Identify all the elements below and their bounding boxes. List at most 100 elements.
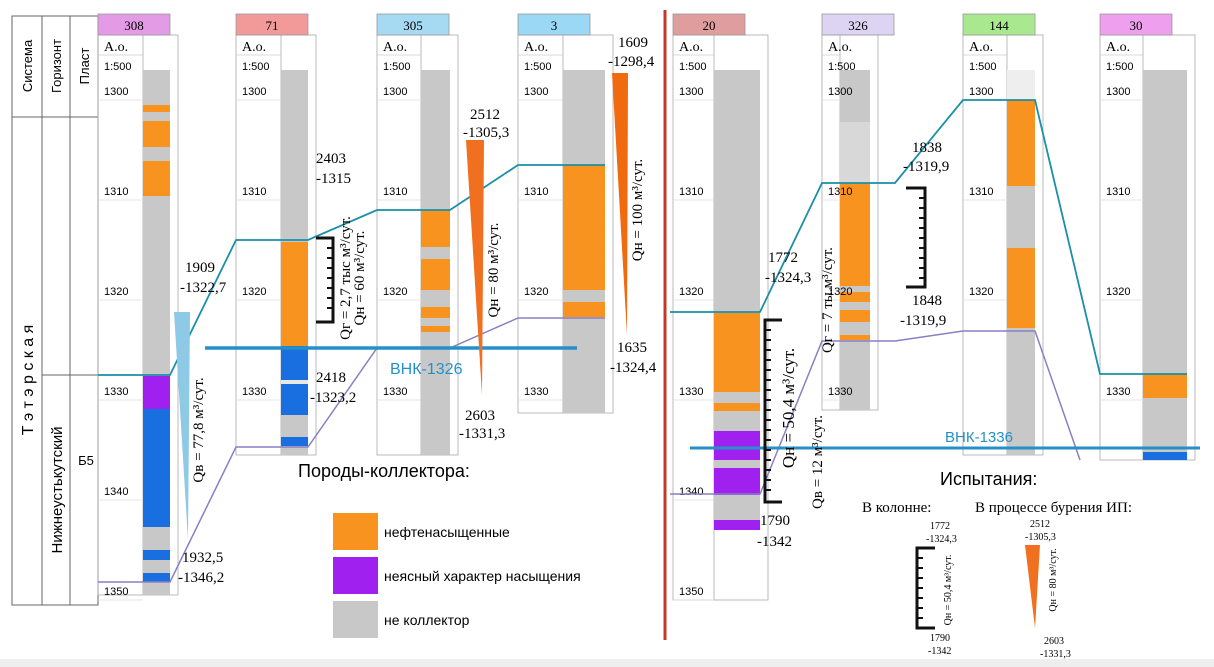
well-altitude: А.о. xyxy=(524,40,548,55)
test-brackets xyxy=(316,186,927,504)
drilling-bottom: 2603 xyxy=(1044,636,1064,647)
lithology-interval xyxy=(840,310,870,322)
depth-label: 1300 xyxy=(242,86,266,98)
depth-label: 1300 xyxy=(969,86,993,98)
lithology-interval xyxy=(421,290,450,307)
depth-label: 1320 xyxy=(383,286,407,298)
depth-label: 1310 xyxy=(679,186,703,198)
lithology-interval xyxy=(143,550,170,560)
well-header xyxy=(376,13,450,36)
tests-casing: В колонне: xyxy=(862,500,931,516)
well-header xyxy=(672,13,746,36)
depth-annotation: -1331,3 xyxy=(459,426,505,442)
lithology-interval xyxy=(840,183,870,286)
well-name: 20 xyxy=(703,18,716,33)
depth-label: 1330 xyxy=(383,386,407,398)
well-scale: 1:500 xyxy=(242,61,270,73)
legend: Породы-коллектора: нефтенасыщенные неясн… xyxy=(298,461,581,638)
lithology-interval xyxy=(563,317,605,413)
correlation-lines xyxy=(98,73,1200,583)
test-bracket xyxy=(316,236,335,324)
depth-annotation: -1298,4 xyxy=(608,54,655,70)
well-name: 71 xyxy=(266,18,279,33)
depth-label: 1310 xyxy=(104,186,128,198)
well-scale: 1:500 xyxy=(383,61,411,73)
depth-label: 1300 xyxy=(104,86,128,98)
well-header xyxy=(1099,13,1173,36)
well-header xyxy=(821,13,895,36)
lithology-interval xyxy=(1143,452,1187,460)
depth-annotation: -1315 xyxy=(316,171,351,187)
depth-label: 1300 xyxy=(524,86,548,98)
depth-label: 1350 xyxy=(104,586,128,598)
depth-label: 1310 xyxy=(242,186,266,198)
depth-label: 1350 xyxy=(679,586,703,598)
contact-label: ВНК-1326 xyxy=(390,361,463,378)
lithology-interval xyxy=(1007,100,1035,186)
depth-label: 1310 xyxy=(969,186,993,198)
well-name: 326 xyxy=(848,18,868,33)
drilling-triangle-example xyxy=(1025,545,1040,628)
lithology-interval xyxy=(143,376,170,409)
lithology-interval xyxy=(143,409,170,527)
depth-label: 1320 xyxy=(969,286,993,298)
casing-bottom: -1342 xyxy=(928,646,951,657)
horizon-name: Нижнеустькутский xyxy=(49,427,66,554)
line xyxy=(174,312,190,540)
well-altitude: А.о. xyxy=(104,40,128,55)
casing-top: 1772 xyxy=(930,521,950,532)
flow-rate: Qг = 7 ты.м³/сут. xyxy=(820,247,836,353)
system-name: Т э т э р с к а я xyxy=(20,325,37,435)
lithology-interval xyxy=(143,112,170,121)
depth-label: 1320 xyxy=(679,286,703,298)
annotations: 1909 -1322,7 1932,5 -1346,2 2403 -1315 2418 -13… xyxy=(178,35,1013,586)
line xyxy=(98,317,605,583)
depth-label: 1330 xyxy=(828,386,852,398)
lithology-interval xyxy=(563,290,605,302)
well-scale: 1:500 xyxy=(104,61,132,73)
lithology-interval xyxy=(143,527,170,550)
tests-title: Испытания: xyxy=(940,469,1037,489)
well-scale: 1:500 xyxy=(1106,61,1134,73)
lithology-interval xyxy=(714,468,760,495)
lithology-interval xyxy=(421,70,450,210)
lithology-interval xyxy=(1143,70,1187,374)
legend-item: неясный характер насыщения xyxy=(384,568,581,584)
lithology-interval xyxy=(421,259,450,290)
lithology-interval xyxy=(143,161,170,196)
depth-label: 1340 xyxy=(104,486,128,498)
drilling-top: 2512 xyxy=(1030,519,1050,530)
depth-annotation: 1909 xyxy=(185,260,215,276)
wells: 308А.о.1:50013001310132013301340135071А.… xyxy=(97,13,1196,601)
line xyxy=(670,99,1187,375)
lithology-interval xyxy=(714,460,760,468)
lithology-interval xyxy=(563,165,605,290)
lithology-interval xyxy=(143,560,170,573)
well-header xyxy=(235,13,309,36)
lithology-interval xyxy=(840,70,870,122)
layer-name: Б5 xyxy=(78,453,94,468)
depth-annotation: -1319,9 xyxy=(900,313,946,329)
depth-label: 1330 xyxy=(104,386,128,398)
lithology-interval xyxy=(143,196,170,376)
lithology-interval xyxy=(281,384,308,415)
depth-label: 1330 xyxy=(242,386,266,398)
drilling-bottom: -1331,3 xyxy=(1040,649,1071,660)
well-header xyxy=(97,13,171,36)
depth-label: 1340 xyxy=(679,486,703,498)
bracket-ticks xyxy=(917,557,923,619)
lithology-interval xyxy=(421,326,450,332)
flow-rate: Qв = 77,8 м³/сут. xyxy=(191,377,207,482)
depth-annotation: 2512 xyxy=(470,107,500,123)
line xyxy=(670,330,1081,495)
well-name: 30 xyxy=(1130,18,1143,33)
legend-swatch xyxy=(333,601,378,638)
lithology-interval xyxy=(714,313,760,392)
tests-legend: Испытания: В колонне: В процессе бурения… xyxy=(862,469,1132,660)
lithology-interval xyxy=(714,70,760,313)
line xyxy=(612,73,628,335)
lithology-interval xyxy=(714,403,760,411)
lithology-interval xyxy=(421,210,450,247)
drilling-top: -1305,3 xyxy=(1025,532,1056,543)
